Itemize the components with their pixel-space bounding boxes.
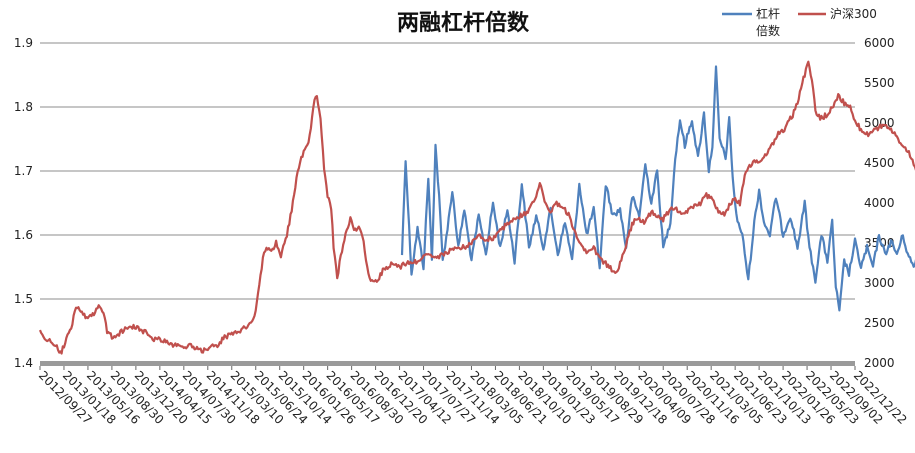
right-tick-label: 4000: [864, 196, 895, 210]
right-tick-label: 2000: [864, 356, 895, 370]
right-tick-label: 5500: [864, 76, 895, 90]
left-tick-label: 1.6: [14, 228, 33, 242]
right-tick-label: 2500: [864, 316, 895, 330]
left-axis-ticks: 1.4 1.5 1.6 1.7 1.8 1.9: [14, 36, 33, 370]
legend-label-leverage-line2: 倍数: [756, 23, 780, 38]
left-tick-label: 1.9: [14, 36, 33, 50]
series-line-leverage: [400, 65, 915, 312]
right-tick-label: 6000: [864, 36, 895, 50]
series-line-hs300: [38, 60, 915, 355]
legend-label-leverage-line1: 杠杆: [756, 6, 780, 21]
x-axis-bar: [40, 361, 855, 366]
left-tick-label: 1.4: [14, 356, 33, 370]
series-layer: [38, 60, 915, 355]
legend: 杠杆 倍数 沪深300: [722, 6, 877, 38]
chart-title: 两融杠杆倍数: [397, 10, 530, 36]
right-tick-label: 3000: [864, 276, 895, 290]
right-tick-label: 3500: [864, 236, 895, 250]
left-tick-label: 1.8: [14, 100, 33, 114]
legend-label-hs300: 沪深300: [830, 7, 877, 21]
left-tick-label: 1.7: [14, 164, 33, 178]
left-tick-label: 1.5: [14, 292, 33, 306]
right-tick-label: 4500: [864, 156, 895, 170]
